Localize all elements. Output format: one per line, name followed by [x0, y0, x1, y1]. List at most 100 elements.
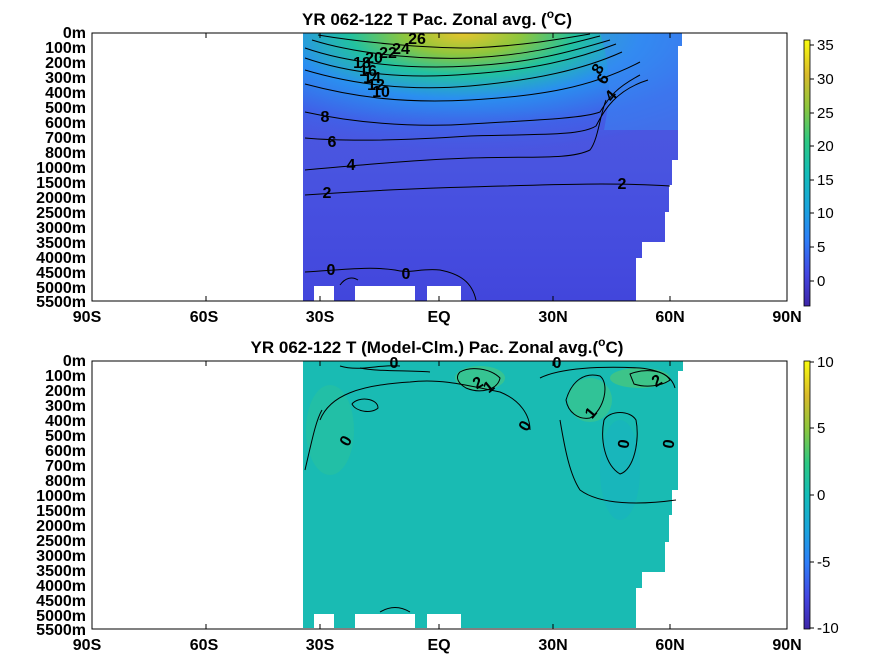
y-tick-label: 2000m	[36, 518, 86, 535]
contour-label: 26	[408, 31, 426, 48]
x-tick-label: 60N	[655, 637, 684, 654]
contour-label: 2	[618, 176, 627, 193]
x-tick-label: EQ	[427, 637, 450, 654]
y-tick-label: 2500m	[36, 205, 86, 222]
panel-1-y-ticks: 0m 100m 200m 300m 400m 500m 600m 700m 80…	[36, 25, 86, 311]
y-tick-label: 400m	[45, 413, 86, 430]
y-tick-label: 800m	[45, 145, 86, 162]
contour-label: 20	[365, 50, 383, 67]
x-tick-label: 90N	[772, 637, 801, 654]
y-tick-label: 2500m	[36, 533, 86, 550]
x-tick-label: 30N	[538, 309, 567, 326]
y-tick-label: 300m	[45, 70, 86, 87]
contour-label: 12	[367, 77, 385, 94]
panel-1-field	[303, 33, 682, 301]
contour-label: 16	[359, 63, 377, 80]
panel-2-land-mask	[314, 614, 461, 629]
colorbar-tick-label: 0	[817, 487, 825, 504]
contour-label: 0	[615, 438, 633, 450]
y-tick-label: 4500m	[36, 593, 86, 610]
y-tick-label: 800m	[45, 473, 86, 490]
y-tick-label: 4000m	[36, 250, 86, 267]
y-tick-label: 5500m	[36, 294, 86, 311]
y-tick-label: 3500m	[36, 235, 86, 252]
y-tick-label: 200m	[45, 383, 86, 400]
colorbar-tick-label: 10	[817, 354, 834, 371]
contour-label: 22	[379, 45, 397, 62]
panel-2-y-ticks: 0m 100m 200m 300m 400m 500m 600m 700m 80…	[36, 353, 86, 639]
y-tick-label: 700m	[45, 130, 86, 147]
contour-label: 2	[323, 185, 332, 202]
panel-1-contour-labels: 26 24 22 20 18 16 14 12 10 8 6 4 2 0 0 2…	[321, 31, 627, 283]
contour-label: 0	[553, 355, 562, 372]
y-tick-label: 1000m	[36, 160, 86, 177]
panel-1-title: YR 062-122 T Pac. Zonal avg. (oC)	[302, 7, 572, 29]
y-tick-label: 100m	[45, 368, 86, 385]
colorbar-tick-label: 35	[817, 37, 834, 54]
panel-2-colorbar: 10 5 0 -5 -10	[803, 354, 839, 637]
panel-1-contours	[304, 33, 671, 301]
colorbar-tick-label: -5	[817, 554, 830, 571]
y-tick-label: 400m	[45, 85, 86, 102]
contour-label: 6	[328, 134, 337, 151]
contour-label: 24	[392, 41, 410, 58]
y-tick-label: 600m	[45, 115, 86, 132]
x-tick-label: 30S	[306, 637, 335, 654]
y-tick-label: 5000m	[36, 608, 86, 625]
panel-1-x-ticks: 90S 60S 30S EQ 30N 60N 90N	[73, 33, 802, 326]
colorbar-tick-label: -10	[817, 620, 839, 637]
y-tick-label: 4500m	[36, 265, 86, 282]
y-tick-label: 1000m	[36, 488, 86, 505]
x-tick-label: 30S	[306, 309, 335, 326]
panel-2-x-ticks: 90S 60S 30S EQ 30N 60N 90N	[73, 361, 802, 654]
y-tick-label: 200m	[45, 55, 86, 72]
contour-label: 0	[390, 355, 399, 372]
y-tick-label: 500m	[45, 100, 86, 117]
colorbar-tick-label: 15	[817, 172, 834, 189]
x-tick-label: 30N	[538, 637, 567, 654]
y-tick-label: 4000m	[36, 578, 86, 595]
y-tick-label: 3500m	[36, 563, 86, 580]
x-tick-label: 60N	[655, 309, 684, 326]
colorbar-tick-label: 20	[817, 138, 834, 155]
y-tick-label: 600m	[45, 443, 86, 460]
contour-label: 18	[353, 55, 371, 72]
y-tick-label: 300m	[45, 398, 86, 415]
y-tick-label: 1500m	[36, 503, 86, 520]
colorbar-tick-label: 25	[817, 105, 834, 122]
x-tick-label: 60S	[190, 637, 219, 654]
y-tick-label: 2000m	[36, 190, 86, 207]
y-tick-label: 5000m	[36, 280, 86, 297]
panel-1: YR 062-122 T Pac. Zonal avg. (oC)	[36, 7, 834, 326]
x-tick-label: 60S	[190, 309, 219, 326]
contour-label: 0	[402, 266, 411, 283]
y-tick-label: 3000m	[36, 548, 86, 565]
y-tick-label: 100m	[45, 40, 86, 57]
contour-label: 0	[327, 262, 336, 279]
colorbar-tick-label: 30	[817, 71, 834, 88]
colorbar-tick-label: 0	[817, 273, 825, 290]
x-tick-label: 90S	[73, 637, 102, 654]
panel-2-contours	[304, 365, 677, 613]
y-tick-label: 700m	[45, 458, 86, 475]
panel-1-colorbar: 35 30 25 20 15 10 5 0	[803, 37, 834, 307]
contour-label: 8	[321, 109, 330, 126]
panel-1-land-mask	[314, 286, 461, 302]
x-tick-label: EQ	[427, 309, 450, 326]
y-tick-label: 0m	[63, 25, 86, 42]
colorbar-tick-label: 10	[817, 205, 834, 222]
contour-label: 0	[660, 438, 678, 450]
panel-2-field	[303, 361, 683, 628]
y-tick-label: 500m	[45, 428, 86, 445]
x-tick-label: 90N	[772, 309, 801, 326]
y-tick-label: 0m	[63, 353, 86, 370]
y-tick-label: 1500m	[36, 175, 86, 192]
colorbar-tick-label: 5	[817, 420, 825, 437]
contour-label: 4	[347, 157, 356, 174]
panel-2-title: YR 062-122 T (Model-Clm.) Pac. Zonal avg…	[251, 335, 624, 357]
contour-label: 14	[363, 70, 381, 87]
panel-2: YR 062-122 T (Model-Clm.) Pac. Zonal avg…	[36, 335, 839, 654]
x-tick-label: 90S	[73, 309, 102, 326]
colorbar-tick-label: 5	[817, 239, 825, 256]
